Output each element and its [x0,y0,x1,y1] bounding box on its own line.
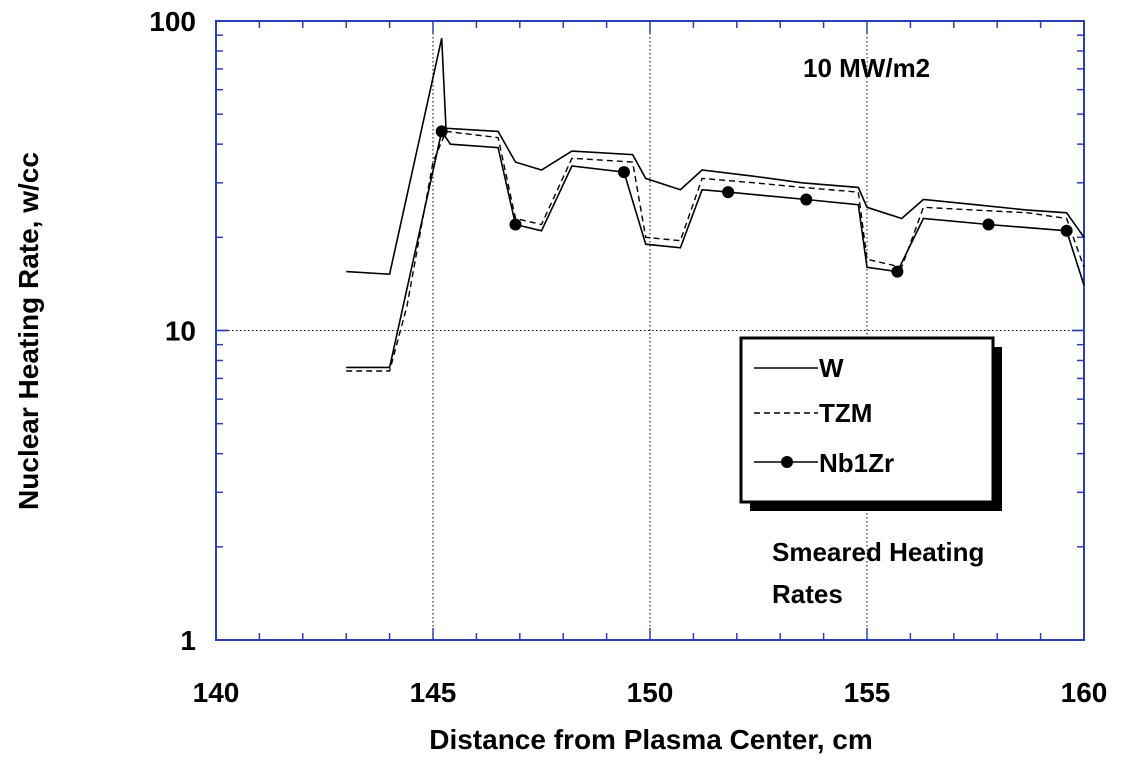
annotation-smeared-line1: Smeared Heating [772,537,984,567]
tick-labels: 140 145 150 155 160 1 10 100 [149,6,1107,708]
legend-label-nb1zr: Nb1Zr [819,448,894,478]
annotation-power: 10 MW/m2 [803,53,930,83]
x-axis-title: Distance from Plasma Center, cm [429,724,873,755]
data-point-nb1zr [891,265,904,278]
legend-label-w: W [819,353,844,383]
series-line-nb1zr [346,129,1085,369]
annotation-smeared-line2: Rates [772,579,843,609]
y-tick-label: 1 [180,625,196,656]
y-tick-label: 100 [149,6,196,37]
data-point-nb1zr [617,166,630,179]
data-point-nb1zr [509,218,522,231]
data-point-nb1zr [982,218,995,231]
x-tick-label: 155 [844,677,891,708]
legend-marker-nb1zr [781,456,793,468]
legend: W TZM Nb1Zr [739,336,1002,511]
y-axis-title: Nuclear Heating Rate, w/cc [13,152,44,510]
axis-ticks [215,20,1085,641]
data-point-nb1zr [800,193,813,206]
data-point-nb1zr [1060,224,1073,237]
legend-label-tzm: TZM [819,398,872,428]
legend-box [739,336,995,504]
series-layer [346,38,1085,372]
x-tick-label: 150 [627,677,674,708]
data-point-nb1zr [722,186,735,199]
x-tick-label: 145 [410,677,457,708]
x-tick-label: 140 [193,677,240,708]
series-line-w [346,38,1085,276]
series-line-tzm [346,130,1085,372]
grid-lines [216,21,1084,640]
x-tick-label: 160 [1061,677,1108,708]
y-tick-label: 10 [165,316,196,347]
data-point-nb1zr [435,125,448,138]
